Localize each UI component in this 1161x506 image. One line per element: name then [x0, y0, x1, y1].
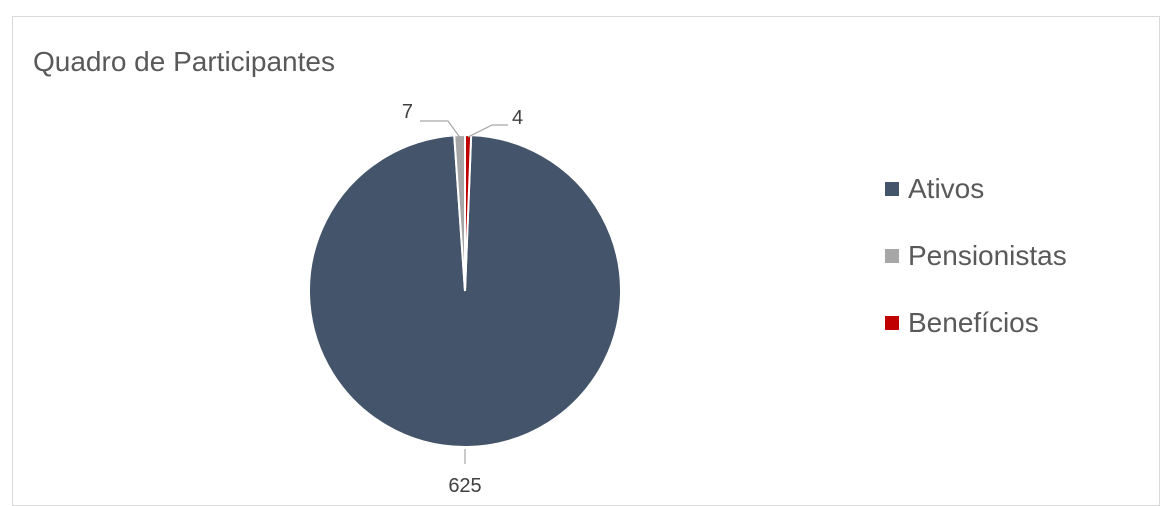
legend-item-pensionistas: Pensionistas [885, 239, 1067, 273]
chart-title: Quadro de Participantes [33, 46, 335, 77]
legend-swatch-beneficios [885, 316, 899, 330]
pie-slice-ativos [308, 134, 622, 448]
leader-lines [420, 120, 508, 464]
data-label-ativos: 625 [448, 475, 481, 496]
legend-label-pensionistas: Pensionistas [908, 240, 1067, 271]
legend-swatch-ativos [885, 182, 899, 196]
data-labels: 7 4 625 [402, 101, 523, 496]
data-label-beneficios: 4 [512, 107, 523, 129]
legend-swatch-pensionistas [885, 249, 899, 263]
legend-item-beneficios: Benefícios [885, 306, 1067, 340]
legend: Ativos Pensionistas Benefícios [885, 172, 1067, 373]
leader-line-beneficios [467, 124, 508, 138]
pie-slices [308, 133, 622, 448]
legend-label-ativos: Ativos [908, 173, 985, 204]
data-label-pensionistas: 7 [402, 101, 413, 123]
leader-line-pensionistas [420, 120, 461, 138]
legend-item-ativos: Ativos [885, 172, 1067, 206]
legend-label-beneficios: Benefícios [908, 307, 1039, 338]
